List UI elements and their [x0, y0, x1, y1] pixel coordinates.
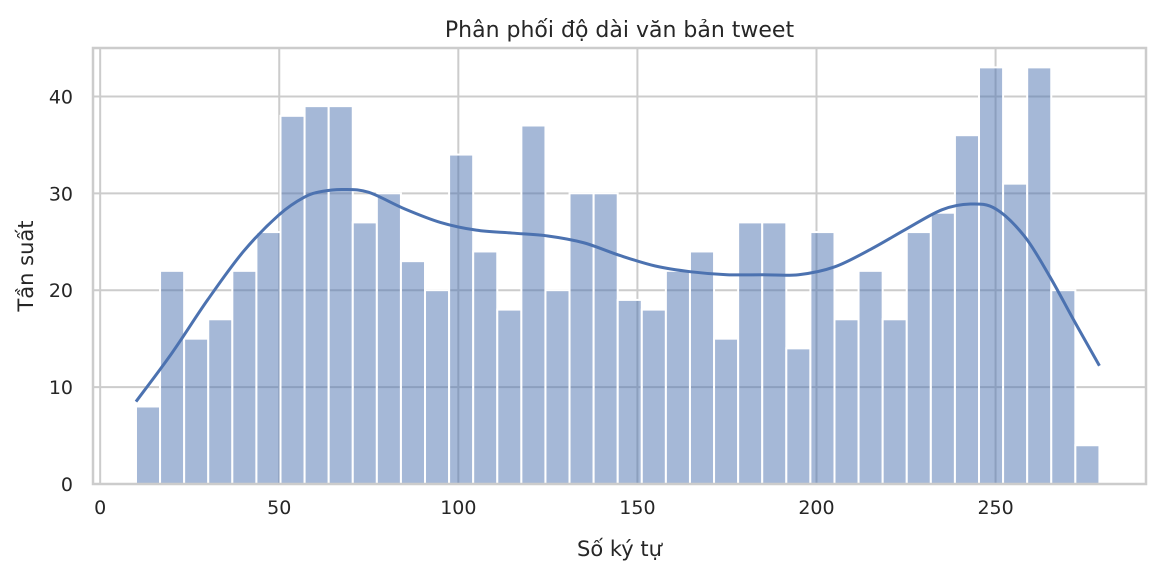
histogram-bar — [399, 260, 427, 485]
y-tick-label: 0 — [61, 474, 73, 496]
histogram-bar — [134, 405, 162, 485]
histogram-bar — [761, 221, 788, 485]
x-tick-label: 250 — [977, 497, 1013, 519]
histogram-bar — [640, 308, 667, 485]
histogram-bar — [785, 347, 812, 485]
histogram-bar — [207, 318, 234, 485]
y-tick-label: 20 — [49, 280, 73, 302]
histogram-bar — [1026, 66, 1053, 485]
histogram-bar — [616, 298, 643, 485]
histogram-bar — [737, 221, 764, 485]
y-tick-label: 40 — [49, 86, 73, 108]
x-tick-label: 100 — [440, 497, 476, 519]
histogram-bar — [255, 231, 282, 485]
histogram-bar — [713, 337, 740, 485]
histogram-bar — [544, 289, 571, 485]
histogram-bar — [231, 269, 258, 485]
histogram-bar — [833, 318, 860, 485]
histogram-bar — [688, 250, 716, 485]
x-tick-label: 50 — [267, 497, 291, 519]
histogram-bar — [424, 289, 451, 485]
x-tick-label: 150 — [619, 497, 655, 519]
histogram-bar — [978, 66, 1005, 485]
histogram-bar — [592, 192, 619, 485]
histogram-bar — [1050, 289, 1077, 485]
chart-title: Phân phối độ dài văn bản tweet — [445, 18, 795, 43]
histogram-bar — [1002, 182, 1029, 485]
histogram-bars — [134, 66, 1101, 485]
histogram-bar — [303, 105, 330, 485]
histogram-bar — [159, 269, 186, 485]
y-tick-label: 30 — [49, 183, 73, 205]
kde-line — [134, 187, 1101, 403]
histogram-bar — [953, 134, 981, 485]
plot-frame — [91, 46, 1148, 486]
histogram-bar — [905, 231, 932, 485]
histogram-bar — [568, 192, 595, 485]
y-tick-labels: 0 10 20 30 40 — [49, 86, 73, 496]
histogram-bar — [1074, 444, 1101, 485]
x-tick-label: 200 — [798, 497, 834, 519]
histogram-bar — [664, 269, 691, 485]
histogram-bar — [857, 269, 884, 485]
histogram-bar — [881, 318, 908, 485]
histogram-bar — [929, 211, 956, 485]
histogram-bar — [448, 153, 475, 485]
histogram-bar — [520, 124, 547, 485]
x-tick-labels: 0 50 100 150 200 250 — [94, 497, 1014, 519]
x-axis-label: Số ký tự — [577, 537, 664, 561]
histogram-bar — [809, 231, 836, 485]
x-tick-label: 0 — [94, 497, 106, 519]
histogram-bar — [496, 308, 523, 485]
histogram-bar — [375, 192, 402, 485]
histogram-bar — [351, 221, 378, 485]
y-axis-label: Tần suất — [14, 220, 38, 312]
histogram-bar — [327, 105, 354, 485]
histogram-bar — [183, 337, 210, 485]
y-tick-label: 10 — [49, 377, 73, 399]
histogram-bar — [472, 250, 499, 485]
histogram-bar — [279, 114, 306, 485]
